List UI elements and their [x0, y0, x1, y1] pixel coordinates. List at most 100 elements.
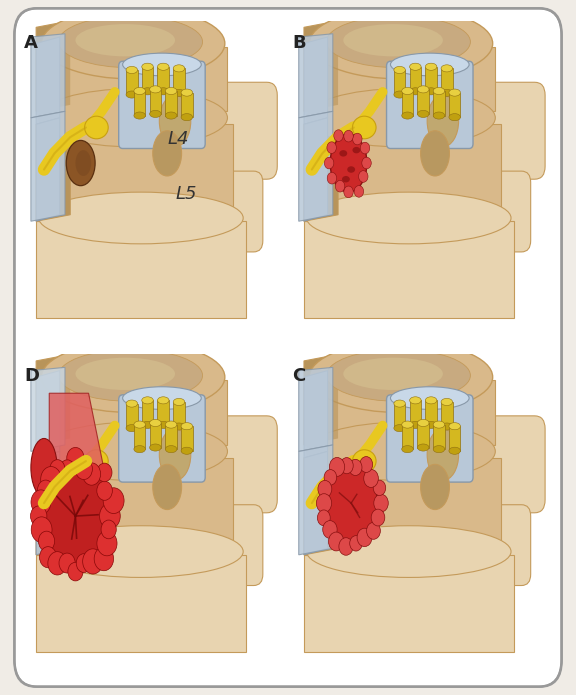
Ellipse shape: [427, 95, 458, 147]
Ellipse shape: [126, 400, 138, 407]
Ellipse shape: [449, 447, 460, 455]
Ellipse shape: [142, 421, 153, 428]
Circle shape: [97, 463, 112, 482]
Ellipse shape: [39, 89, 228, 147]
Circle shape: [37, 480, 54, 500]
Polygon shape: [36, 117, 70, 221]
Ellipse shape: [173, 65, 185, 72]
Bar: [433, 425, 445, 449]
Circle shape: [97, 531, 117, 556]
Circle shape: [344, 130, 353, 142]
Circle shape: [329, 457, 344, 476]
Ellipse shape: [58, 16, 203, 67]
Ellipse shape: [165, 88, 177, 95]
Ellipse shape: [150, 111, 161, 117]
Circle shape: [40, 547, 56, 568]
Circle shape: [83, 549, 103, 574]
Bar: [134, 425, 145, 449]
Polygon shape: [304, 37, 328, 124]
Bar: [441, 68, 453, 93]
Ellipse shape: [425, 63, 437, 70]
Circle shape: [335, 181, 345, 192]
Polygon shape: [31, 368, 65, 452]
Ellipse shape: [134, 445, 145, 452]
Bar: [165, 425, 177, 449]
Ellipse shape: [160, 95, 191, 147]
Circle shape: [363, 469, 378, 487]
Circle shape: [31, 506, 47, 526]
Circle shape: [366, 523, 380, 539]
Ellipse shape: [39, 525, 243, 578]
Text: C: C: [292, 368, 305, 385]
Ellipse shape: [425, 421, 437, 428]
Ellipse shape: [75, 24, 175, 56]
Circle shape: [349, 459, 362, 475]
Ellipse shape: [309, 341, 492, 413]
Circle shape: [317, 510, 330, 525]
Ellipse shape: [123, 386, 201, 409]
Ellipse shape: [410, 88, 421, 95]
Polygon shape: [36, 47, 228, 111]
Circle shape: [75, 459, 92, 480]
Ellipse shape: [160, 429, 191, 480]
Ellipse shape: [142, 63, 153, 70]
Ellipse shape: [142, 88, 153, 95]
Ellipse shape: [306, 525, 511, 578]
Bar: [157, 67, 169, 91]
Circle shape: [103, 488, 124, 514]
Ellipse shape: [150, 85, 161, 93]
Bar: [126, 404, 138, 428]
Polygon shape: [36, 124, 233, 221]
Ellipse shape: [58, 350, 203, 401]
Ellipse shape: [347, 166, 355, 173]
Ellipse shape: [394, 425, 406, 432]
Ellipse shape: [41, 341, 225, 413]
Ellipse shape: [85, 450, 108, 473]
Text: L4: L4: [167, 130, 189, 147]
FancyBboxPatch shape: [386, 61, 473, 149]
Ellipse shape: [309, 8, 492, 79]
Circle shape: [31, 490, 51, 514]
Text: D: D: [24, 368, 39, 385]
Ellipse shape: [181, 89, 192, 96]
Ellipse shape: [181, 423, 192, 430]
Ellipse shape: [441, 398, 453, 405]
Bar: [401, 425, 413, 449]
Polygon shape: [304, 47, 495, 111]
Ellipse shape: [418, 111, 429, 117]
Polygon shape: [49, 393, 107, 500]
Circle shape: [41, 466, 61, 492]
Circle shape: [359, 171, 368, 182]
Circle shape: [339, 538, 353, 555]
Ellipse shape: [353, 147, 361, 154]
Ellipse shape: [418, 419, 429, 427]
FancyBboxPatch shape: [203, 171, 263, 252]
FancyBboxPatch shape: [386, 395, 473, 482]
FancyBboxPatch shape: [119, 395, 205, 482]
Ellipse shape: [134, 421, 145, 428]
Circle shape: [324, 157, 334, 169]
Polygon shape: [304, 40, 338, 111]
Ellipse shape: [150, 444, 161, 451]
FancyBboxPatch shape: [203, 505, 263, 585]
Ellipse shape: [420, 464, 449, 509]
Polygon shape: [36, 452, 70, 555]
FancyBboxPatch shape: [14, 8, 562, 687]
Ellipse shape: [391, 386, 469, 409]
Circle shape: [374, 494, 388, 512]
Circle shape: [101, 520, 116, 539]
Bar: [410, 400, 421, 425]
Ellipse shape: [391, 54, 469, 76]
Bar: [418, 90, 429, 114]
Bar: [401, 91, 413, 115]
Bar: [173, 68, 185, 93]
Polygon shape: [31, 34, 65, 117]
Ellipse shape: [306, 192, 511, 244]
Ellipse shape: [39, 192, 243, 244]
Circle shape: [67, 448, 84, 469]
Ellipse shape: [173, 398, 185, 405]
Bar: [410, 67, 421, 91]
Polygon shape: [304, 117, 338, 221]
Polygon shape: [299, 34, 333, 117]
Ellipse shape: [433, 112, 445, 119]
